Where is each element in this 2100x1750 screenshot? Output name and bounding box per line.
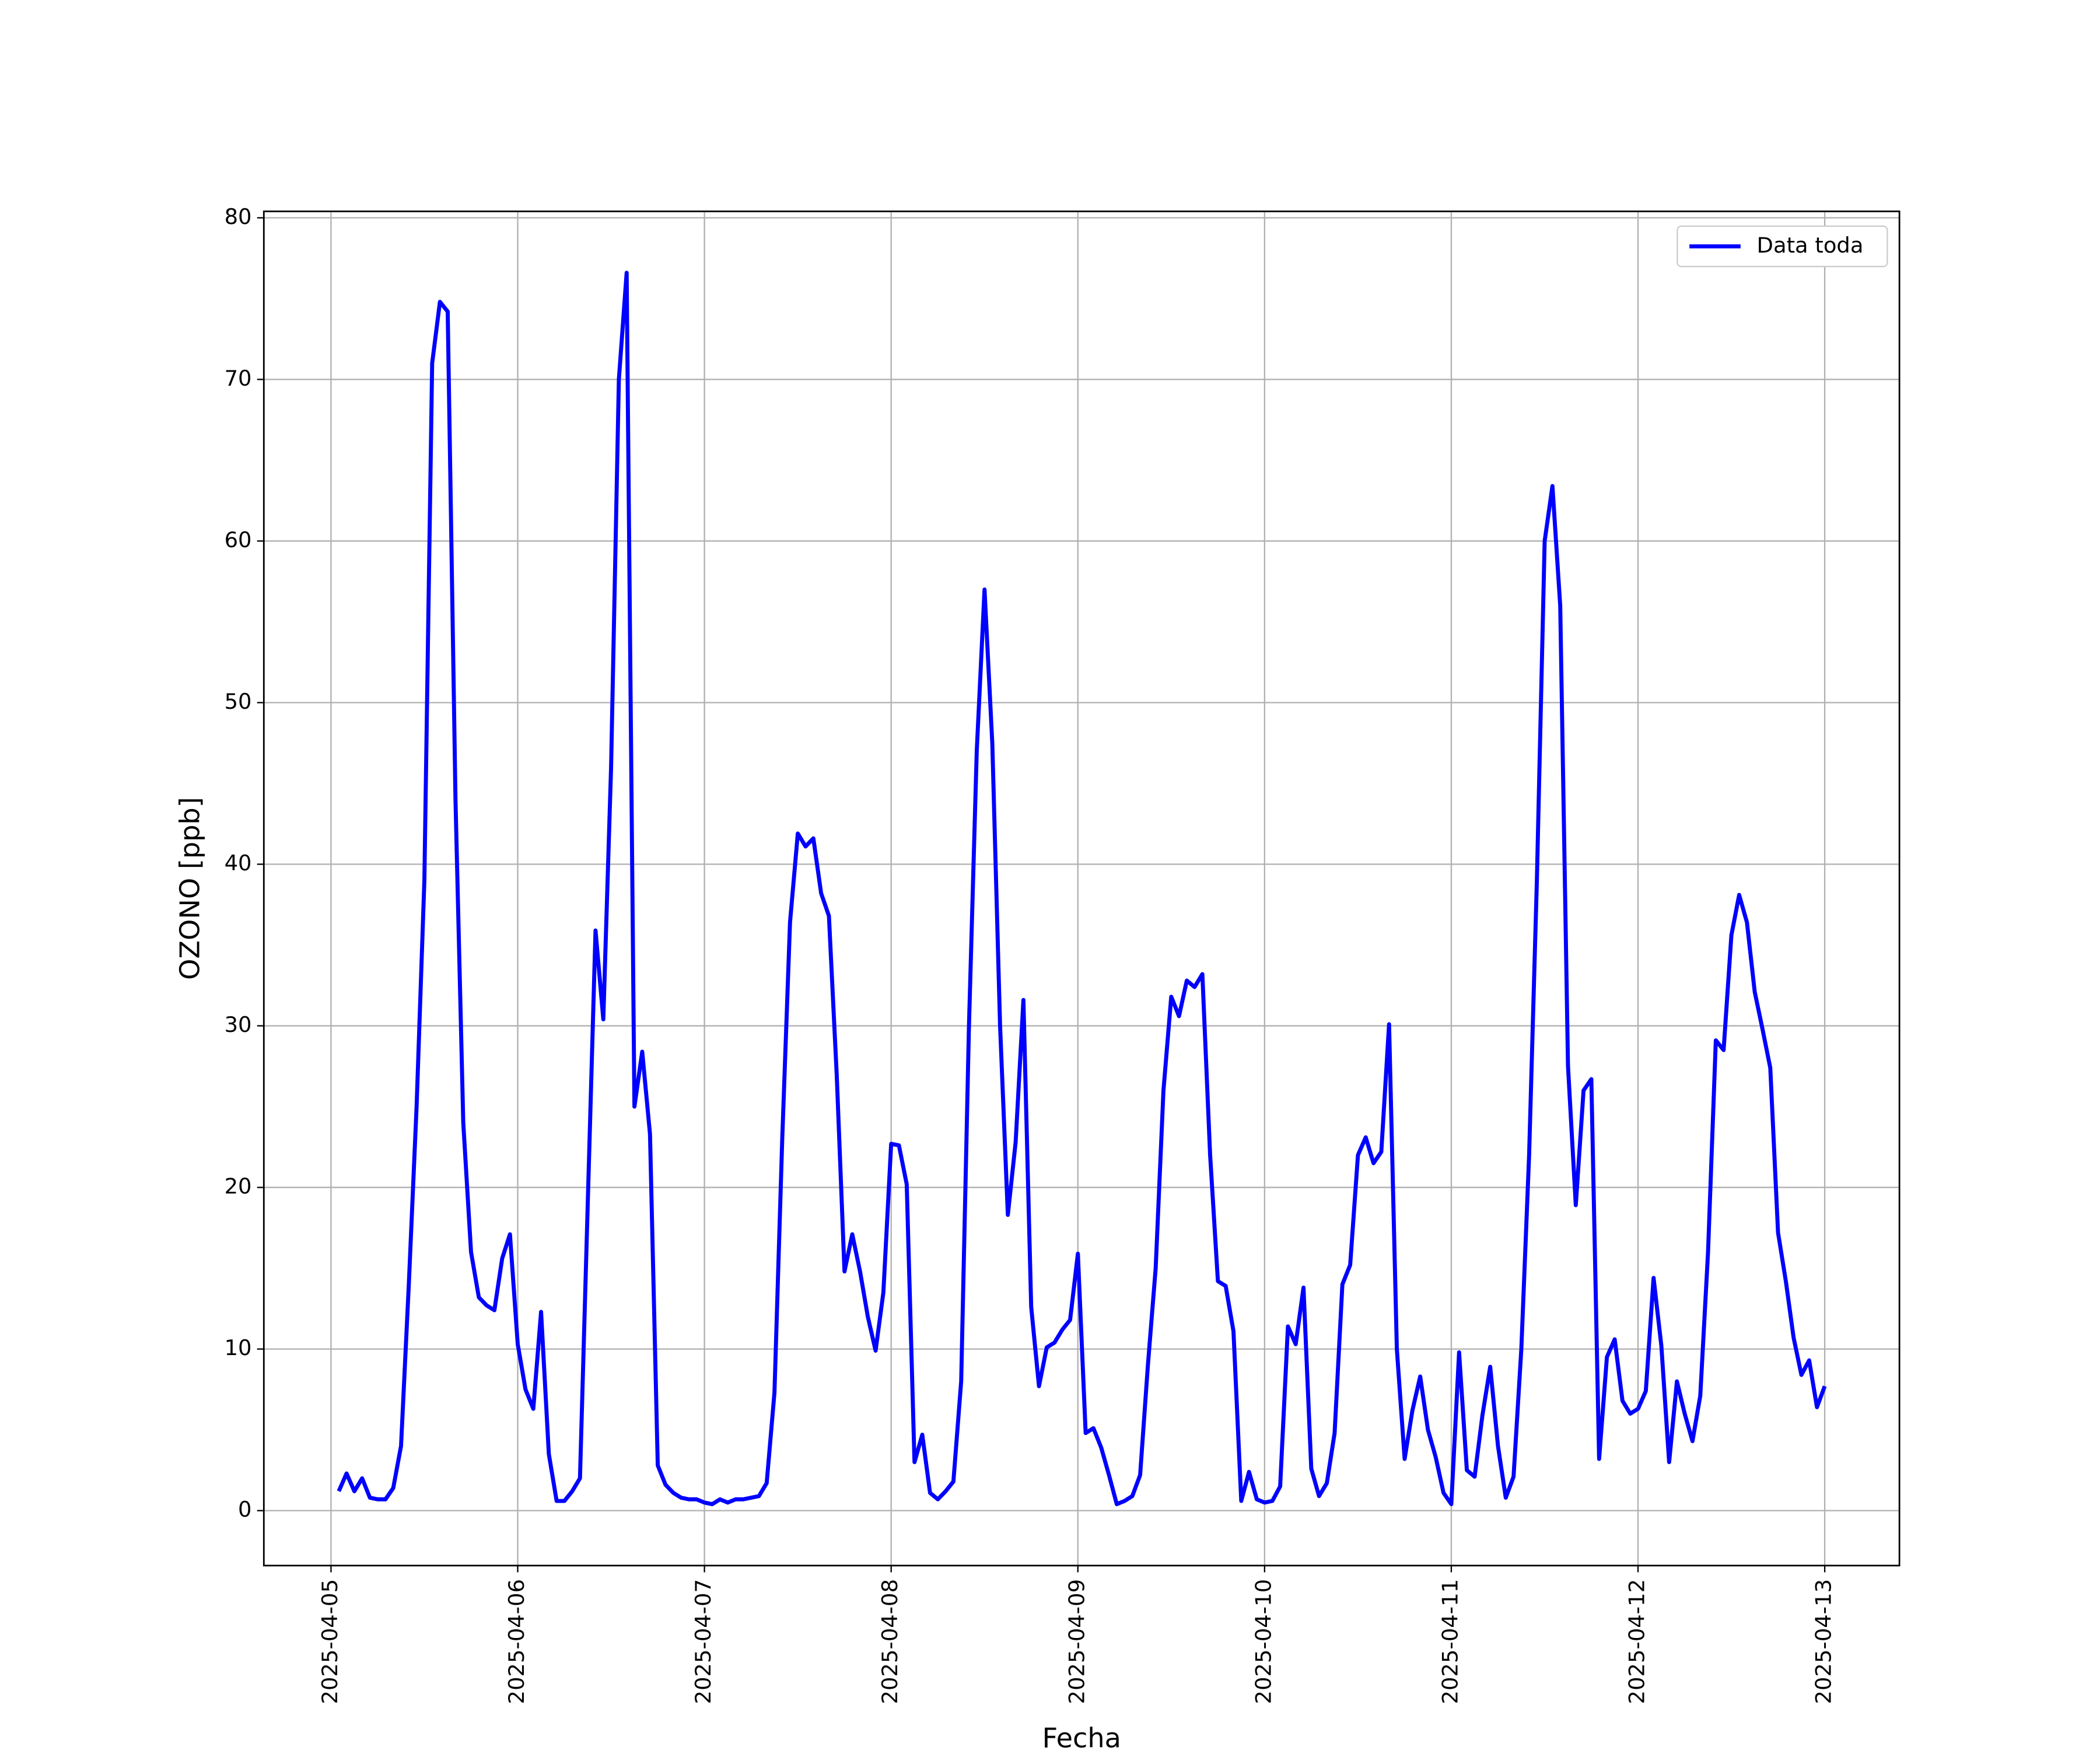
x-tick-label: 2025-04-12 xyxy=(1625,1579,1650,1704)
x-tick-label: 2025-04-05 xyxy=(317,1579,342,1704)
y-tick-label: 0 xyxy=(238,1497,251,1522)
x-tick-label: 2025-04-09 xyxy=(1064,1579,1089,1704)
legend-box xyxy=(1676,225,1888,268)
x-tick-label: 2025-04-06 xyxy=(504,1579,529,1704)
y-tick-label: 10 xyxy=(225,1335,252,1360)
y-tick-label: 50 xyxy=(225,689,252,714)
y-tick-label: 80 xyxy=(225,204,252,229)
y-tick-label: 40 xyxy=(225,850,252,876)
data-line xyxy=(337,271,1827,1507)
x-tick-label: 2025-04-07 xyxy=(691,1579,716,1704)
x-tick-label: 2025-04-13 xyxy=(1811,1579,1836,1704)
x-tick-label: 2025-04-08 xyxy=(877,1579,902,1704)
y-tick-label: 30 xyxy=(225,1012,252,1037)
plot-frame xyxy=(262,210,1901,1567)
y-tick-label: 20 xyxy=(225,1174,252,1199)
x-tick-label: 2025-04-10 xyxy=(1251,1579,1276,1704)
x-tick-label: 2025-04-11 xyxy=(1437,1579,1462,1704)
y-tick-label: 60 xyxy=(225,527,252,552)
legend-label: Data toda xyxy=(1757,233,1864,258)
x-axis-label: Fecha xyxy=(1042,1722,1121,1750)
y-axis-label: OZONO [ppb] xyxy=(174,797,206,980)
y-tick-label: 70 xyxy=(225,366,252,391)
